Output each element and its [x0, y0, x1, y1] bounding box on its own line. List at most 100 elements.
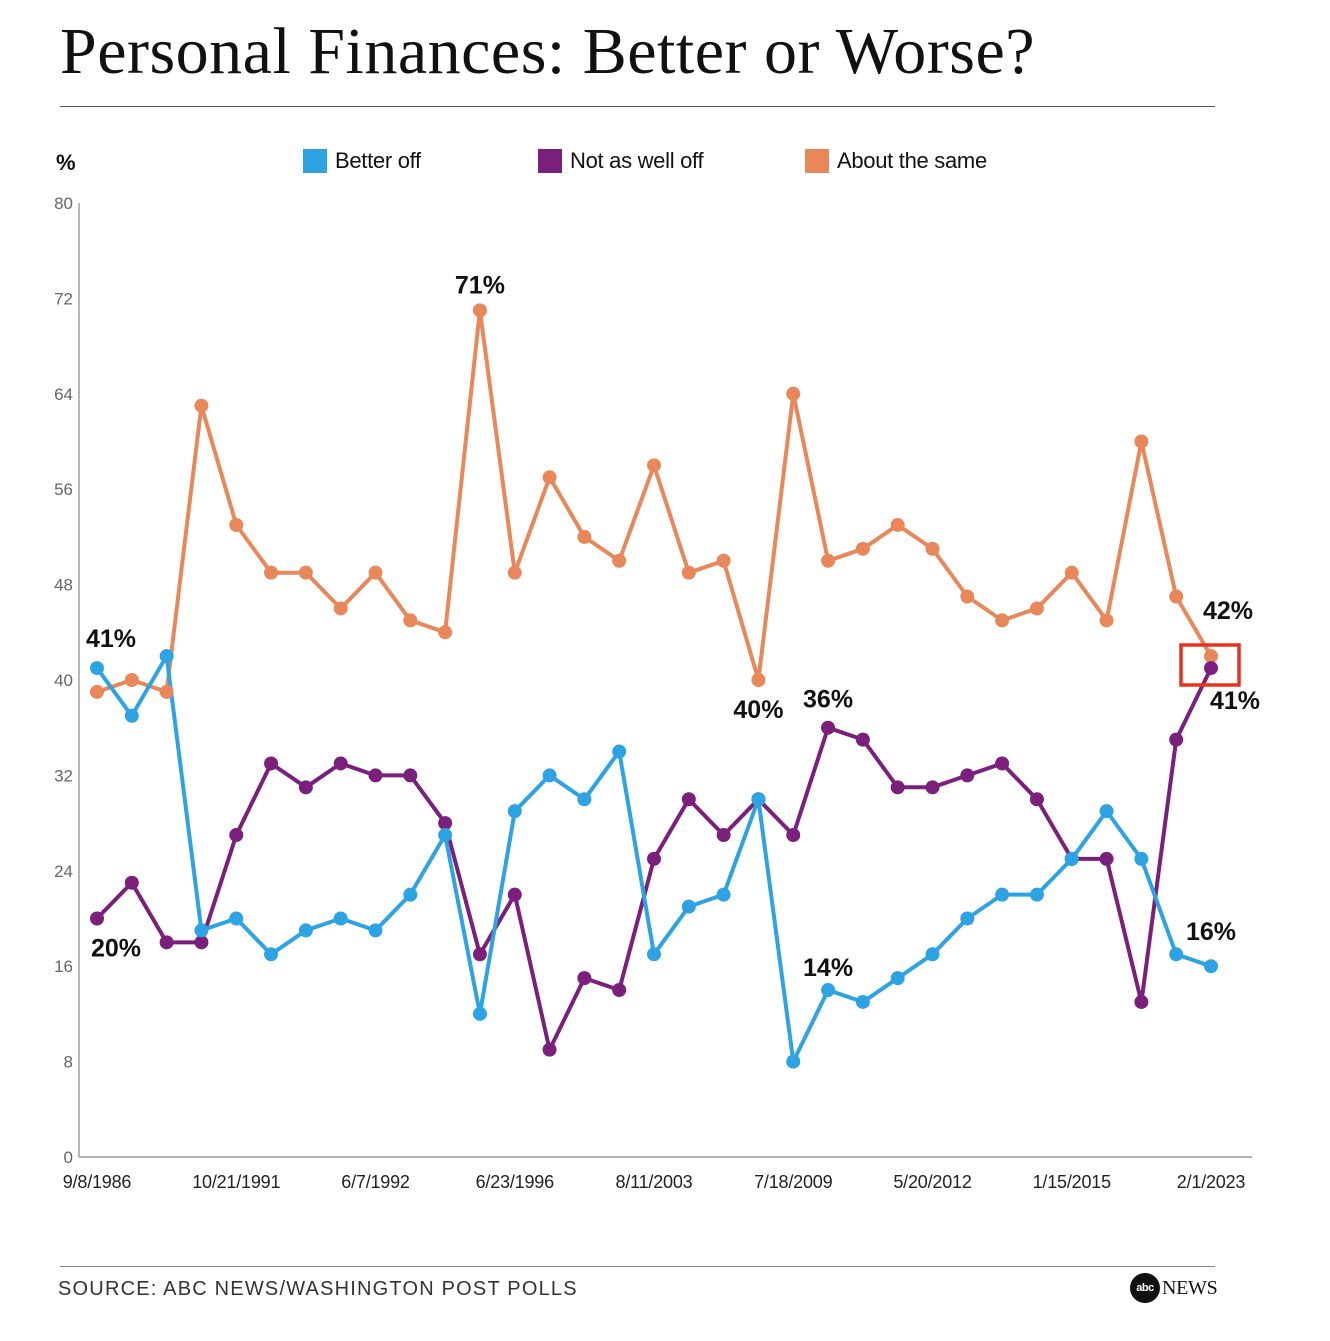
data-point-better-off [159, 649, 174, 664]
data-point-better-off [995, 887, 1010, 902]
data-point-about-the-same [333, 601, 348, 616]
data-point-better-off [855, 994, 870, 1009]
data-point-about-the-same [786, 386, 801, 401]
data-point-better-off [821, 983, 836, 998]
data-label: 36% [803, 686, 853, 714]
data-point-not-as-well-off [855, 732, 870, 747]
x-tick-label: 6/7/1992 [341, 1172, 410, 1192]
data-point-not-as-well-off [925, 780, 940, 795]
data-point-not-as-well-off [90, 911, 104, 926]
data-point-about-the-same [298, 565, 313, 580]
data-point-about-the-same [647, 458, 661, 473]
x-tick-label: 5/20/2012 [893, 1172, 971, 1192]
data-point-better-off [1134, 851, 1149, 866]
y-axis-unit-label: % [56, 150, 76, 175]
data-point-not-as-well-off [124, 875, 139, 890]
data-point-better-off [647, 947, 661, 962]
data-point-better-off [542, 768, 557, 783]
data-label: 20% [91, 935, 141, 963]
data-point-about-the-same [890, 517, 905, 532]
data-point-not-as-well-off [333, 756, 348, 771]
y-tick-label: 72 [54, 289, 73, 308]
y-tick-label: 80 [54, 194, 73, 213]
data-point-better-off [716, 887, 731, 902]
data-point-about-the-same [229, 517, 244, 532]
legend-swatch-about-the-same [805, 149, 829, 173]
data-point-about-the-same [681, 565, 696, 580]
data-point-better-off [90, 661, 104, 676]
x-tick-label: 10/21/1991 [192, 1172, 280, 1192]
data-label: 14% [803, 954, 853, 982]
logo-text: NEWS [1162, 1276, 1218, 1299]
y-tick-label: 40 [54, 671, 73, 690]
data-point-not-as-well-off [368, 768, 383, 783]
data-point-better-off [507, 804, 522, 819]
data-point-about-the-same [1064, 565, 1079, 580]
data-point-not-as-well-off [298, 780, 313, 795]
highlight-box [1179, 643, 1241, 687]
data-point-about-the-same [1099, 613, 1114, 628]
y-tick-label: 8 [64, 1053, 73, 1072]
data-point-about-the-same [368, 565, 383, 580]
data-point-about-the-same [403, 613, 418, 628]
x-tick-label: 7/18/2009 [754, 1172, 832, 1192]
data-point-better-off [925, 947, 940, 962]
legend-label-better-off: Better off [335, 148, 421, 173]
x-tick-label: 8/11/2003 [616, 1172, 693, 1192]
x-tick-label: 2/1/2023 [1177, 1172, 1246, 1192]
data-point-not-as-well-off [577, 971, 592, 986]
data-point-better-off [298, 923, 313, 938]
data-point-about-the-same [1029, 601, 1044, 616]
abc-news-logo: abc NEWS [1130, 1273, 1218, 1303]
data-point-better-off [264, 947, 279, 962]
data-point-not-as-well-off [995, 756, 1010, 771]
data-point-not-as-well-off [716, 828, 731, 843]
y-tick-label: 32 [54, 766, 73, 785]
y-tick-label: 16 [54, 957, 73, 976]
data-point-better-off [1064, 851, 1079, 866]
data-point-about-the-same [925, 541, 940, 556]
data-point-not-as-well-off [890, 780, 905, 795]
abc-logo-icon: abc [1130, 1273, 1160, 1303]
data-point-not-as-well-off [612, 983, 627, 998]
legend-swatch-better-off [303, 149, 327, 173]
data-point-about-the-same [472, 303, 487, 318]
data-point-not-as-well-off [1099, 851, 1114, 866]
data-point-better-off [960, 911, 975, 926]
data-label: 41% [86, 625, 136, 653]
data-point-about-the-same [159, 684, 174, 699]
data-point-better-off [1029, 887, 1044, 902]
data-point-better-off [1204, 959, 1218, 974]
legend-item-better-off: Better off [303, 148, 421, 174]
data-point-about-the-same [577, 529, 592, 544]
data-point-better-off [786, 1054, 801, 1069]
data-point-better-off [438, 828, 453, 843]
data-point-better-off [681, 899, 696, 914]
data-point-better-off [577, 792, 592, 807]
data-point-not-as-well-off [821, 720, 836, 735]
y-tick-label: 0 [64, 1148, 73, 1167]
data-point-about-the-same [124, 673, 139, 687]
data-point-not-as-well-off [542, 1042, 557, 1057]
data-point-not-as-well-off [194, 935, 209, 950]
data-point-better-off [124, 708, 139, 723]
data-label: 71% [455, 271, 505, 299]
source-note: SOURCE: ABC NEWS/WASHINGTON POST POLLS [58, 1278, 578, 1300]
data-point-about-the-same [716, 553, 731, 568]
data-point-about-the-same [1204, 649, 1218, 664]
data-point-about-the-same [90, 684, 104, 699]
data-point-about-the-same [438, 625, 453, 640]
data-label: 42% [1203, 597, 1253, 625]
data-label: 40% [733, 696, 783, 724]
y-tick-label: 64 [54, 385, 73, 404]
legend-label-about-the-same: About the same [837, 148, 987, 173]
data-point-not-as-well-off [159, 935, 174, 950]
data-point-about-the-same [1169, 589, 1184, 604]
data-point-better-off [403, 887, 418, 902]
data-point-better-off [612, 744, 627, 759]
data-point-better-off [1169, 947, 1184, 962]
x-tick-label: 6/23/1996 [476, 1172, 554, 1192]
data-point-about-the-same [821, 553, 836, 568]
